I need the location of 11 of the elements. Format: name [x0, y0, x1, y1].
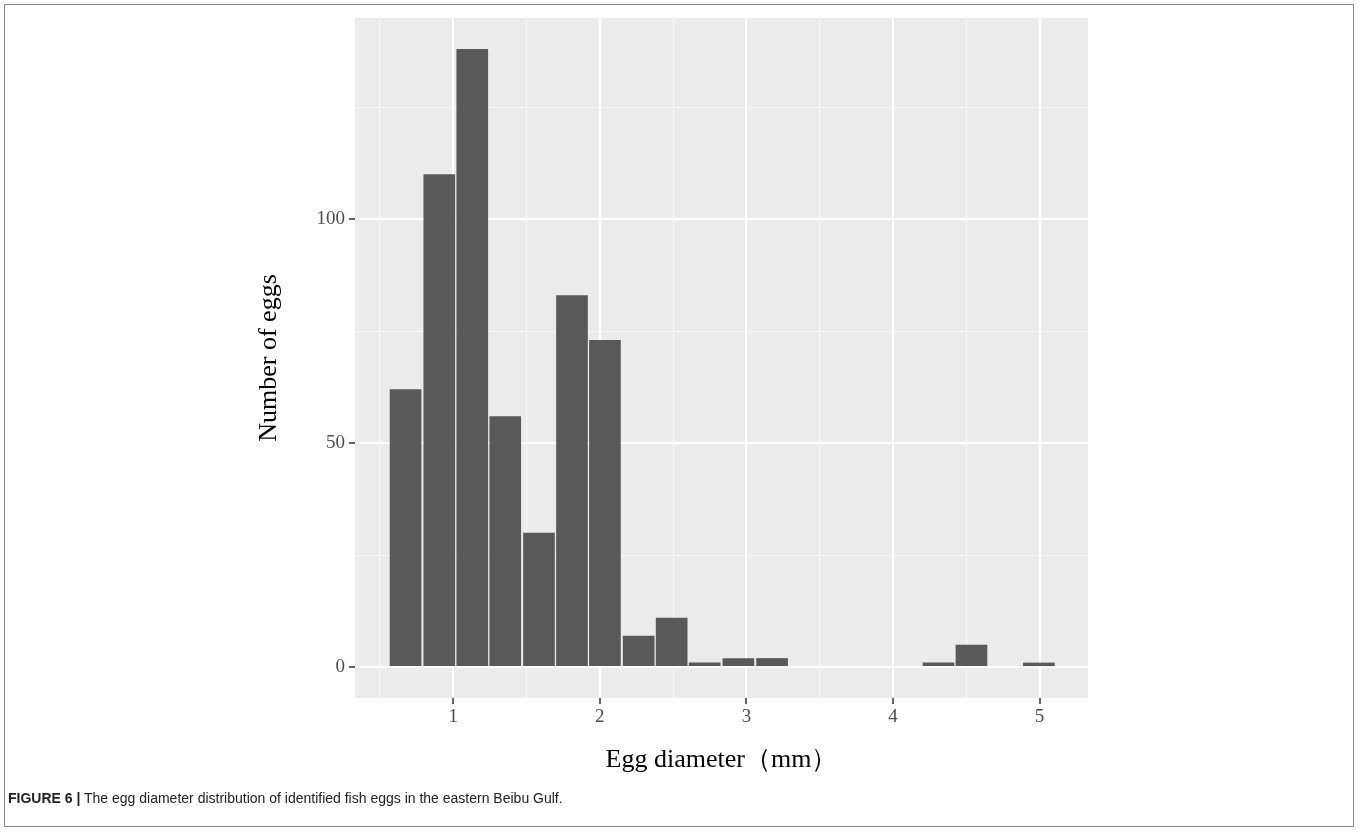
x-tick-label: 3 [741, 705, 752, 727]
caption: FIGURE 6 | The egg diameter distribution of identified fish eggs in the eastern Beibu Gulf. [8, 790, 563, 806]
x-tick-label: 2 [595, 705, 605, 727]
y-axis-title: Number of eggs [253, 274, 283, 442]
y-tick-label: 100 [316, 207, 345, 229]
x-tick-label: 5 [1034, 705, 1045, 727]
y-tick-label: 50 [326, 431, 345, 453]
x-axis-title: Egg diameter（mm） [605, 744, 838, 774]
y-tick-label: 0 [335, 655, 345, 677]
x-tick-label: 4 [888, 705, 899, 727]
x-tick-label: 1 [448, 705, 458, 727]
